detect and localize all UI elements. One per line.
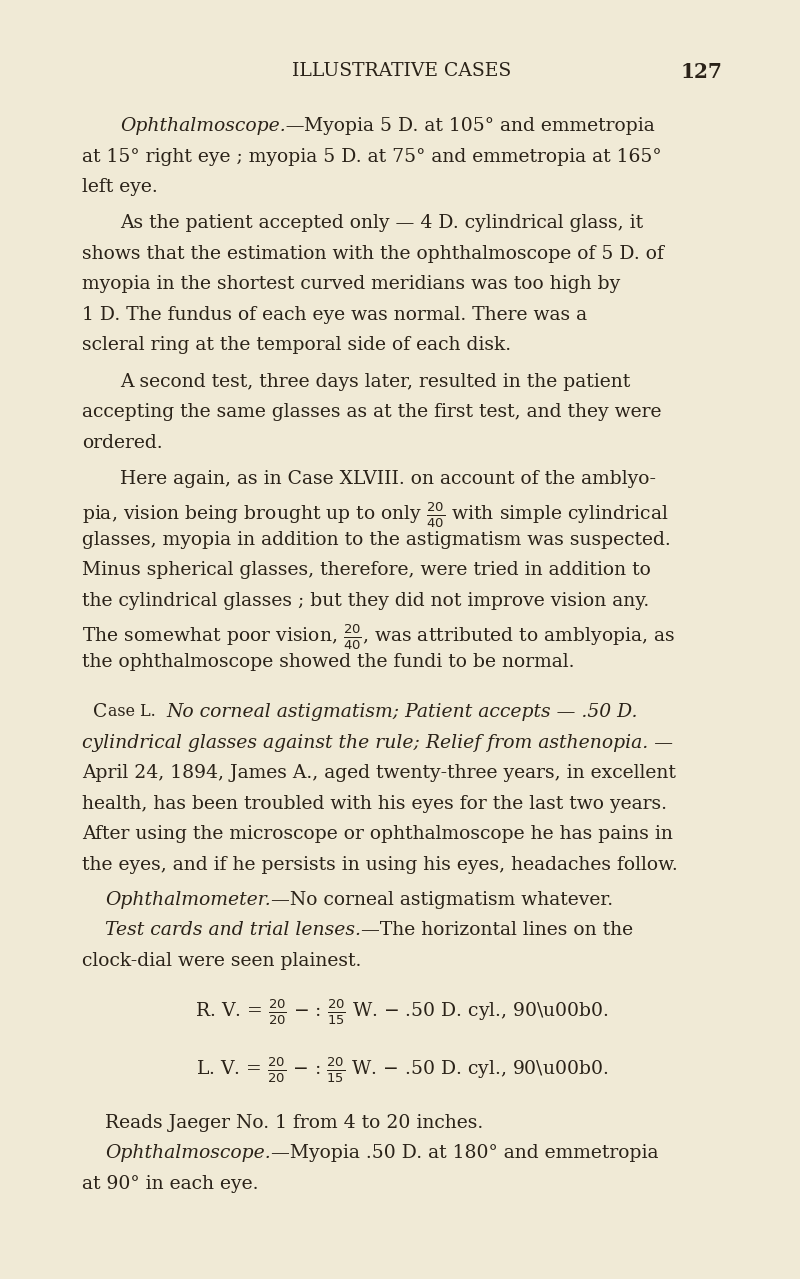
Text: Minus spherical glasses, therefore, were tried in addition to: Minus spherical glasses, therefore, were…	[82, 561, 651, 579]
Text: ase L.: ase L.	[108, 703, 155, 720]
Text: Ophthalmoscope.: Ophthalmoscope.	[105, 1145, 270, 1163]
Text: —No corneal astigmatism whatever.: —No corneal astigmatism whatever.	[270, 890, 613, 908]
Text: Ophthalmoscope.—: Ophthalmoscope.—	[120, 116, 305, 136]
Text: A second test, three days later, resulted in the patient: A second test, three days later, resulte…	[120, 372, 630, 390]
Text: cylindrical glasses against the rule; Relief from asthenopia. —: cylindrical glasses against the rule; Re…	[82, 734, 673, 752]
Text: No corneal astigmatism; Patient accepts — .50 D.: No corneal astigmatism; Patient accepts …	[166, 703, 638, 721]
Text: at 15° right eye ; myopia 5 D. at 75° and emmetropia at 165°: at 15° right eye ; myopia 5 D. at 75° an…	[82, 147, 662, 165]
Text: Ophthalmometer.: Ophthalmometer.	[105, 890, 270, 908]
Text: the eyes, and if he persists in using his eyes, headaches follow.: the eyes, and if he persists in using hi…	[82, 856, 678, 874]
Text: ordered.: ordered.	[82, 434, 162, 451]
Text: R. V. = $\frac{20}{20}$ $-$ : $\frac{20}{15}$ W. $-$ .50 D. cyl., 90\u00b0.: R. V. = $\frac{20}{20}$ $-$ : $\frac{20}…	[195, 998, 609, 1027]
Text: health, has been troubled with his eyes for the last two years.: health, has been troubled with his eyes …	[82, 794, 667, 812]
Text: L. V. = $\frac{20}{20}$ $-$ : $\frac{20}{15}$ W. $-$ .50 D. cyl., 90\u00b0.: L. V. = $\frac{20}{20}$ $-$ : $\frac{20}…	[196, 1055, 608, 1085]
Text: at 90° in each eye.: at 90° in each eye.	[82, 1175, 258, 1193]
Text: C: C	[94, 703, 108, 721]
Text: April 24, 1894, James A., aged twenty-three years, in excellent: April 24, 1894, James A., aged twenty-th…	[82, 765, 676, 783]
Text: scleral ring at the temporal side of each disk.: scleral ring at the temporal side of eac…	[82, 336, 511, 354]
Text: 127: 127	[680, 61, 722, 82]
Text: the ophthalmoscope showed the fundi to be normal.: the ophthalmoscope showed the fundi to b…	[82, 654, 574, 671]
Text: —The horizontal lines on the: —The horizontal lines on the	[361, 921, 633, 939]
Text: 1 D. The fundus of each eye was normal. There was a: 1 D. The fundus of each eye was normal. …	[82, 306, 587, 324]
Text: left eye.: left eye.	[82, 178, 158, 196]
Text: accepting the same glasses as at the first test, and they were: accepting the same glasses as at the fir…	[82, 403, 662, 421]
Text: ILLUSTRATIVE CASES: ILLUSTRATIVE CASES	[292, 61, 512, 81]
Text: The somewhat poor vision, $\frac{20}{40}$, was attributed to amblyopia, as: The somewhat poor vision, $\frac{20}{40}…	[82, 623, 675, 652]
Text: clock-dial were seen plainest.: clock-dial were seen plainest.	[82, 952, 362, 969]
Text: glasses, myopia in addition to the astigmatism was suspected.: glasses, myopia in addition to the astig…	[82, 531, 670, 549]
Text: Reads Jaeger No. 1 from 4 to 20 inches.: Reads Jaeger No. 1 from 4 to 20 inches.	[105, 1114, 483, 1132]
Text: Test cards and trial lenses.: Test cards and trial lenses.	[105, 921, 361, 939]
Text: As the patient accepted only — 4 D. cylindrical glass, it: As the patient accepted only — 4 D. cyli…	[120, 214, 643, 233]
Text: shows that the estimation with the ophthalmoscope of 5 D. of: shows that the estimation with the ophth…	[82, 244, 664, 262]
Text: Myopia 5 D. at 105° and emmetropia: Myopia 5 D. at 105° and emmetropia	[305, 116, 655, 136]
Text: —Myopia .50 D. at 180° and emmetropia: —Myopia .50 D. at 180° and emmetropia	[270, 1145, 658, 1163]
Text: Here again, as in Case XLVIII. on account of the amblyo-: Here again, as in Case XLVIII. on accoun…	[120, 469, 656, 487]
Text: pia, vision being brought up to only $\frac{20}{40}$ with simple cylindrical: pia, vision being brought up to only $\f…	[82, 500, 669, 530]
Text: After using the microscope or ophthalmoscope he has pains in: After using the microscope or ophthalmos…	[82, 825, 673, 843]
Text: the cylindrical glasses ; but they did not improve vision any.: the cylindrical glasses ; but they did n…	[82, 592, 650, 610]
Text: myopia in the shortest curved meridians was too high by: myopia in the shortest curved meridians …	[82, 275, 620, 293]
